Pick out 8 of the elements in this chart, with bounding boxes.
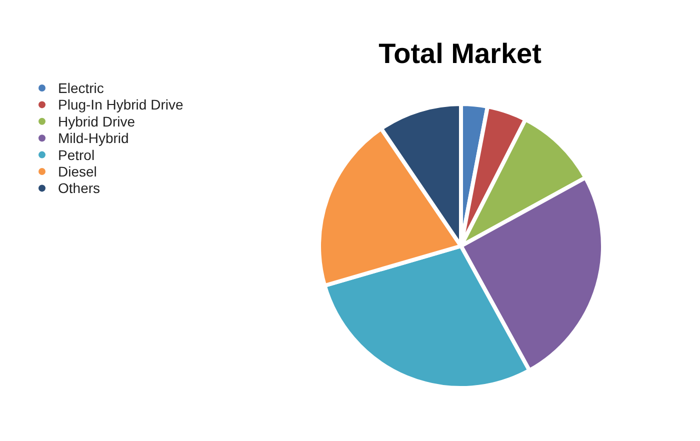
- legend-label: Hybrid Drive: [58, 113, 136, 130]
- legend-label: Others: [58, 180, 100, 196]
- legend-label: Electric: [58, 80, 104, 96]
- legend-label: Diesel: [58, 164, 97, 180]
- legend-label: Plug-In Hybrid Drive: [58, 96, 184, 113]
- legend-label: Mild-Hybrid: [58, 130, 129, 146]
- chart-title: Total Market: [378, 38, 542, 69]
- legend-label: Petrol: [58, 146, 95, 163]
